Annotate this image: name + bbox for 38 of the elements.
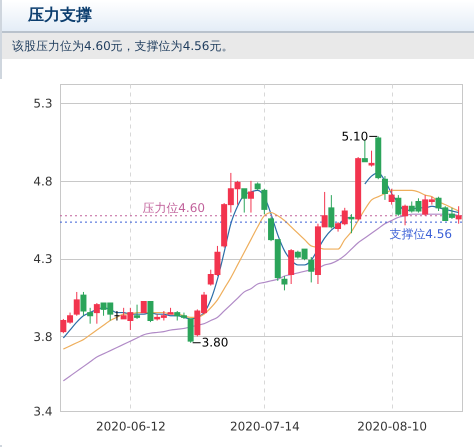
x-tick-label: 2020-08-10 (357, 420, 428, 434)
annotation: 5.10 (342, 129, 368, 144)
y-tick-label: 5.3 (33, 96, 52, 111)
candlestick (74, 291, 80, 316)
y-tick-label: 4.8 (33, 174, 52, 188)
candlestick (188, 318, 194, 344)
y-tick-label: 4.3 (33, 252, 52, 266)
candlestick (348, 214, 354, 234)
y-tick-label: 3.8 (33, 330, 52, 344)
ref-line-label: 压力位4.60 (142, 200, 205, 215)
candlestick (281, 276, 288, 291)
candlestick (456, 206, 462, 224)
annotation: 3.80 (202, 336, 228, 350)
candlestick (134, 304, 140, 320)
candlestick (94, 302, 100, 324)
chart-title: 压力支撑 (28, 5, 92, 26)
x-tick-label: 2020-06-12 (96, 420, 166, 434)
candlestick (402, 204, 408, 226)
x-tick-label: 2020-07-14 (230, 420, 300, 434)
ref-line-label: 支撑位4.56 (389, 227, 452, 242)
candlestick (80, 291, 86, 316)
candlestick (248, 180, 254, 214)
candlestick (147, 300, 154, 323)
candlestick (261, 188, 268, 215)
candlestick (328, 194, 334, 229)
candlestick (241, 188, 248, 214)
candlestick (382, 176, 388, 200)
y-tick-label: 3.4 (33, 404, 52, 418)
candlestick (362, 139, 368, 162)
candlestick (87, 307, 94, 324)
candlestick (368, 150, 375, 168)
chart-subtitle: 该股压力位为4.60元，支撑位为4.56元。 (2, 33, 474, 59)
candlestick (114, 310, 120, 322)
candlestick (288, 248, 294, 285)
candlestick (308, 256, 314, 283)
candlestick (395, 194, 402, 216)
candlestick (140, 300, 147, 314)
candlestick (388, 188, 395, 206)
